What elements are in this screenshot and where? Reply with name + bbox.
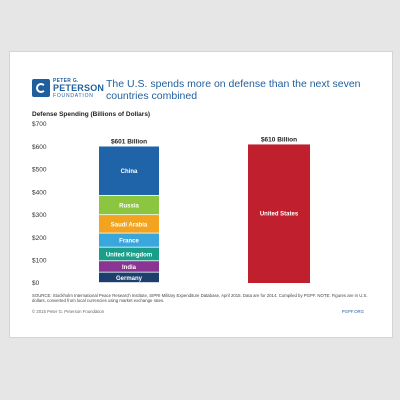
- bar-chart: $0 $100 $200 $300 $400 $500 $600 $700 Germany In…: [32, 121, 310, 287]
- bar-segment-label: India: [122, 265, 137, 271]
- website-link[interactable]: PGPF.ORG: [341, 309, 364, 314]
- logo-text-line2: PETERSON: [53, 83, 105, 93]
- pgpf-logo-icon: [32, 79, 50, 97]
- single-bar: United States $610 Billion: [248, 136, 310, 283]
- y-axis-label: Defense Spending (Billions of Dollars): [32, 111, 151, 118]
- bar-segment-label: France: [119, 239, 139, 245]
- single-bar-total-label: $610 Billion: [261, 136, 297, 143]
- copyright-text: © 2015 Peter G. Peterson Foundation: [32, 309, 105, 314]
- bar-segment-label: United Kingdom: [106, 252, 152, 258]
- logo-text-line3: FOUNDATION: [53, 93, 94, 99]
- chart-card: PETER G. PETERSON FOUNDATION The U.S. sp…: [22, 68, 374, 322]
- bar-segment: [99, 247, 159, 261]
- y-tick-label: $600: [32, 144, 47, 151]
- bar-label: United States: [260, 212, 299, 218]
- y-tick-label: $200: [32, 235, 47, 242]
- y-tick-label: $500: [32, 167, 47, 174]
- pgpf-logo: PETER G. PETERSON FOUNDATION: [32, 78, 104, 100]
- bar-united-states: [248, 144, 310, 283]
- chart-title: The U.S. spends more on defense than the…: [106, 78, 361, 102]
- bar-segment: [99, 146, 159, 195]
- source-note: SOURCE: Stockholm International Peace Re…: [32, 293, 368, 304]
- stacked-bar-total-label: $601 Billion: [111, 138, 147, 145]
- bar-segment-label: Russia: [119, 203, 139, 209]
- y-axis-ticks: $0 $100 $200 $300 $400 $500 $600 $700: [32, 121, 47, 287]
- bar-segment-label: Germany: [116, 276, 143, 282]
- bar-segment: [99, 195, 159, 215]
- bar-segment-label: Saudi Arabia: [111, 222, 148, 228]
- y-tick-label: $400: [32, 189, 47, 196]
- bar-segment: [99, 272, 159, 283]
- y-tick-label: $0: [32, 280, 40, 287]
- y-tick-label: $100: [32, 257, 47, 264]
- bar-segment: [99, 261, 159, 272]
- bar-segment: [99, 233, 159, 247]
- y-tick-label: $300: [32, 212, 47, 219]
- bar-segment: [99, 215, 159, 233]
- y-tick-label: $700: [32, 121, 47, 128]
- stacked-bar: Germany India United Kingdom France Saudi Ar…: [99, 138, 159, 283]
- logo-text-line1: PETER G.: [53, 78, 79, 84]
- bar-segment-label: China: [121, 169, 138, 175]
